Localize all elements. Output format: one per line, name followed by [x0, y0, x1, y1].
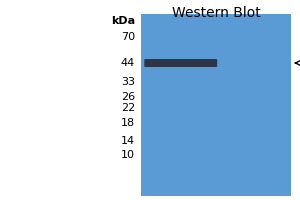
- Text: 14: 14: [121, 136, 135, 146]
- Text: 33: 33: [121, 77, 135, 87]
- Text: 22: 22: [121, 103, 135, 113]
- Text: 26: 26: [121, 92, 135, 102]
- Text: 44: 44: [121, 58, 135, 68]
- FancyBboxPatch shape: [144, 59, 217, 67]
- Text: 18: 18: [121, 118, 135, 128]
- Bar: [141, 14, 291, 196]
- Text: 10: 10: [121, 150, 135, 160]
- Text: Western Blot: Western Blot: [172, 6, 260, 20]
- Text: 70: 70: [121, 32, 135, 42]
- Text: kDa: kDa: [111, 16, 135, 26]
